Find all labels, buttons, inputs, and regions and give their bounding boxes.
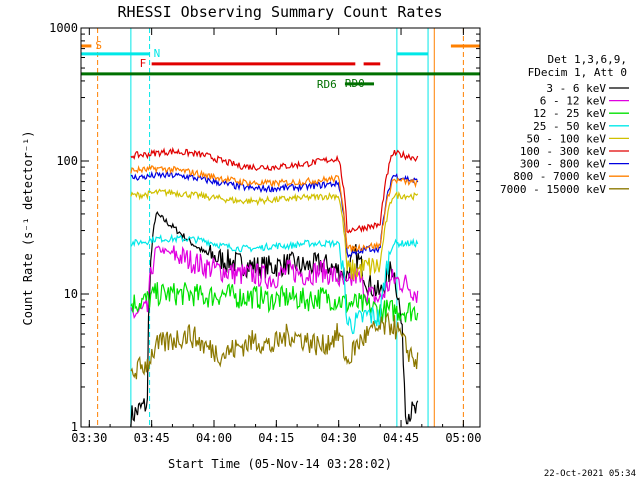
y-axis-label: Count Rate (s⁻¹ detector⁻¹) (21, 130, 35, 325)
legend-header-line-2: FDecim 1, Att 0 (528, 66, 627, 79)
series-line-100-300-kev (130, 146, 419, 234)
x-tick-label-0: 03:30 (71, 431, 107, 445)
legend-label-7: 800 - 7000 keV (513, 170, 606, 183)
x-tick-label-4: 04:30 (321, 431, 357, 445)
series-line-300-800-kev (130, 170, 419, 259)
y-tick-label-0: 1 (71, 420, 78, 434)
date-stamp: 22-Oct-2021 05:34 (544, 469, 636, 479)
x-axis-label: Start Time (05-Nov-14 03:28:02) (168, 457, 392, 471)
series-line-800-7000-kev (130, 164, 418, 253)
x-tick-label-3: 04:15 (258, 431, 294, 445)
series-line-25-50-kev (130, 233, 419, 335)
x-tick-label-6: 05:00 (445, 431, 481, 445)
axis-layer: 03:30 03:45 04:00 04:15 04:30 04:45 05:00 1 10 10… (49, 21, 481, 445)
x-tick-label-5: 04:45 (383, 431, 419, 445)
legend-label-2: 12 - 25 keV (533, 107, 606, 120)
legend-label-5: 100 - 300 keV (520, 145, 606, 158)
plot-layer: SNFRD0RD6 (81, 28, 480, 428)
x-tick-label-2: 04:00 (196, 431, 232, 445)
chart-title: RHESSI Observing Summary Count Rates (117, 3, 442, 21)
series-line-7000-15000-kev (130, 311, 419, 380)
legend-label-0: 3 - 6 keV (546, 82, 606, 95)
flag-label-f: F (140, 57, 147, 70)
series-line-6-12-kev (130, 245, 419, 319)
legend-label-1: 6 - 12 keV (540, 95, 607, 108)
legend-label-4: 50 - 100 keV (527, 132, 607, 145)
legend-label-8: 7000 - 15000 keV (500, 183, 606, 196)
legend-header-line-1: Det 1,3,6,9, (548, 53, 627, 66)
plot-frame (80, 27, 481, 428)
y-tick-label-1: 10 (64, 287, 78, 301)
flag-label-n: N (154, 47, 161, 60)
series-line-3-6-kev (130, 210, 419, 428)
x-tick-label-1: 03:45 (134, 431, 170, 445)
legend-label-6: 300 - 800 keV (520, 158, 606, 171)
flag-label-s: S (95, 39, 102, 52)
flag-label-rd6: RD6 (317, 78, 337, 91)
legend-label-3: 25 - 50 keV (533, 120, 606, 133)
y-tick-label-2: 100 (56, 154, 78, 168)
y-tick-label-3: 1000 (49, 21, 78, 35)
series-line-12-25-kev (130, 282, 419, 323)
series-line-50-100-kev (130, 188, 419, 281)
